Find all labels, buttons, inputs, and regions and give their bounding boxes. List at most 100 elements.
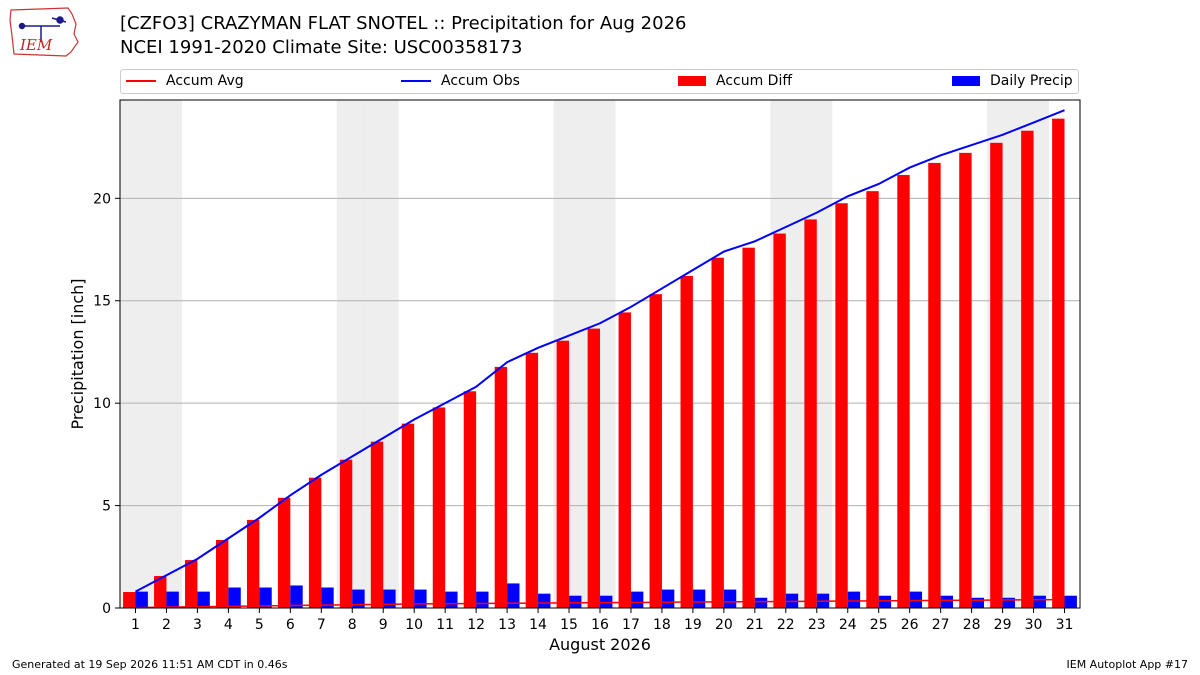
legend: Accum Avg Accum Obs Accum Diff Daily Pre… <box>120 69 1079 94</box>
accum-diff-bar <box>277 497 291 608</box>
chart-subtitle: NCEI 1991-2020 Climate Site: USC00358173 <box>120 37 523 58</box>
weekend-shade <box>120 100 151 608</box>
x-tick-label: 2 <box>162 617 171 633</box>
legend-label-daily-precip: Daily Precip <box>990 73 1073 89</box>
x-tick-label: 9 <box>379 617 388 633</box>
accum-diff-bar <box>866 191 879 608</box>
legend-item-daily-precip: Daily Precip <box>952 73 1073 89</box>
daily-precip-bar <box>940 595 954 608</box>
logo-text: IEM <box>19 36 53 54</box>
footer-generated: Generated at 19 Sep 2026 11:51 AM CDT in… <box>12 658 288 671</box>
daily-precip-bar <box>661 589 675 608</box>
accum-diff-bar <box>494 366 508 608</box>
daily-precip-bar <box>135 591 148 608</box>
iem-logo: IEM <box>9 7 79 57</box>
legend-swatch-accum-diff <box>678 76 706 86</box>
accum-diff-bar <box>432 407 446 608</box>
daily-precip-bar <box>1033 595 1046 608</box>
daily-precip-bar <box>352 589 365 608</box>
x-tick-label: 7 <box>317 617 326 633</box>
accum-diff-bar <box>1052 118 1065 608</box>
accum-diff-bar <box>804 219 817 609</box>
daily-precip-bar <box>538 593 551 608</box>
daily-precip-bar <box>847 591 861 608</box>
accum-diff-bar <box>123 592 136 608</box>
daily-precip-bar <box>600 595 613 608</box>
x-tick-label: 26 <box>901 617 919 633</box>
accum-diff-bar <box>1021 130 1034 608</box>
x-tick-label: 8 <box>348 617 357 633</box>
legend-label-accum-obs: Accum Obs <box>441 73 520 89</box>
accum-diff-bar <box>990 142 1003 609</box>
daily-precip-bar <box>878 595 892 608</box>
legend-label-accum-avg: Accum Avg <box>166 73 244 89</box>
y-tick-label: 15 <box>93 294 111 310</box>
x-tick-label: 1 <box>131 617 140 633</box>
x-tick-label: 17 <box>622 617 640 633</box>
legend-swatch-daily-precip <box>952 76 980 86</box>
y-tick-label: 5 <box>102 499 111 515</box>
accum-diff-bar <box>711 257 724 608</box>
accum-diff-bar <box>773 233 786 608</box>
daily-precip-bar <box>1002 597 1015 608</box>
legend-item-accum-diff: Accum Diff <box>678 73 792 89</box>
accum-diff-bar <box>463 391 477 608</box>
accum-obs-line <box>135 109 1065 593</box>
accum-diff-bar <box>680 275 693 608</box>
daily-precip-bar <box>569 595 582 608</box>
accum-diff-bar <box>587 328 600 608</box>
daily-precip-bar <box>971 597 984 608</box>
x-tick-label: 21 <box>746 617 764 633</box>
daily-precip-bar <box>507 583 520 608</box>
daily-precip-bar <box>909 591 923 608</box>
legend-swatch-accum-obs <box>401 80 431 82</box>
daily-precip-bar <box>1064 595 1077 608</box>
x-tick-label: 30 <box>1025 617 1043 633</box>
accum-diff-bar <box>185 560 198 608</box>
x-tick-label: 10 <box>405 617 423 633</box>
x-tick-label: 27 <box>932 617 950 633</box>
x-tick-label: 19 <box>684 617 702 633</box>
x-tick-label: 29 <box>994 617 1012 633</box>
x-tick-label: 24 <box>839 617 857 633</box>
accum-diff-bar <box>959 152 972 608</box>
accum-diff-bar <box>401 423 415 608</box>
x-tick-label: 20 <box>715 617 733 633</box>
accum-diff-bar <box>742 247 755 608</box>
accum-diff-bar <box>835 203 848 608</box>
daily-precip-bar <box>166 591 179 608</box>
x-tick-label: 12 <box>467 617 485 633</box>
x-tick-label: 13 <box>498 617 516 633</box>
x-tick-label: 6 <box>286 617 295 633</box>
y-axis-label: Precipitation [inch] <box>68 278 87 429</box>
y-tick-label: 0 <box>102 601 111 617</box>
weather-instrument-icon <box>18 16 67 42</box>
legend-label-accum-diff: Accum Diff <box>716 73 793 89</box>
daily-precip-bar <box>723 589 737 608</box>
daily-precip-bar <box>754 597 768 608</box>
accum-diff-bar <box>649 294 662 608</box>
accum-diff-bar <box>928 162 941 608</box>
accum-diff-bar <box>370 441 384 608</box>
x-tick-label: 31 <box>1056 617 1074 633</box>
accum-diff-bar <box>246 519 260 608</box>
daily-precip-bar <box>476 591 489 608</box>
daily-precip-bar <box>414 589 427 608</box>
x-tick-label: 16 <box>591 617 609 633</box>
x-tick-label: 22 <box>777 617 795 633</box>
accum-diff-bar <box>525 352 539 608</box>
legend-item-accum-obs: Accum Obs <box>401 73 520 89</box>
accum-diff-bar <box>308 477 322 608</box>
x-axis-label: August 2026 <box>549 635 651 654</box>
daily-precip-bar <box>630 591 644 608</box>
accum-diff-bar <box>339 459 353 608</box>
accum-diff-bar <box>897 174 910 609</box>
x-tick-label: 25 <box>870 617 888 633</box>
x-tick-label: 3 <box>193 617 202 633</box>
weekend-shade <box>150 100 182 608</box>
legend-swatch-accum-avg <box>126 80 156 82</box>
footer-app: IEM Autoplot App #17 <box>1066 658 1189 671</box>
x-tick-label: 4 <box>224 617 233 633</box>
daily-precip-bar <box>290 585 303 608</box>
